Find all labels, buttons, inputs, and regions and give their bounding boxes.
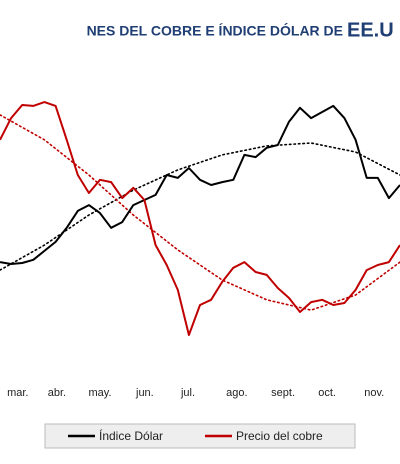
- x-tick-label: nov.: [364, 387, 384, 399]
- x-tick-label: mar.: [7, 387, 28, 399]
- trend-line: [0, 114, 400, 311]
- x-tick-label: jun.: [135, 387, 154, 399]
- x-tick-label: ago.: [226, 387, 247, 399]
- x-tick-label: oct.: [318, 387, 336, 399]
- x-tick-label: jul.: [180, 387, 195, 399]
- legend-label: Índice Dólar: [99, 428, 163, 443]
- trend-line: [0, 142, 400, 271]
- chart-title: NES DEL COBRE E ÍNDICE DÓLAR DE: [87, 22, 343, 39]
- chart-title-end: EE.U: [347, 19, 394, 41]
- series-line: [0, 104, 400, 265]
- legend-box: [44, 423, 356, 449]
- series-line: [0, 101, 400, 336]
- x-tick-label: sept.: [271, 387, 295, 399]
- x-tick-label: abr.: [48, 387, 66, 399]
- x-tick-label: may.: [88, 387, 111, 399]
- legend-label: Precio del cobre: [236, 429, 323, 443]
